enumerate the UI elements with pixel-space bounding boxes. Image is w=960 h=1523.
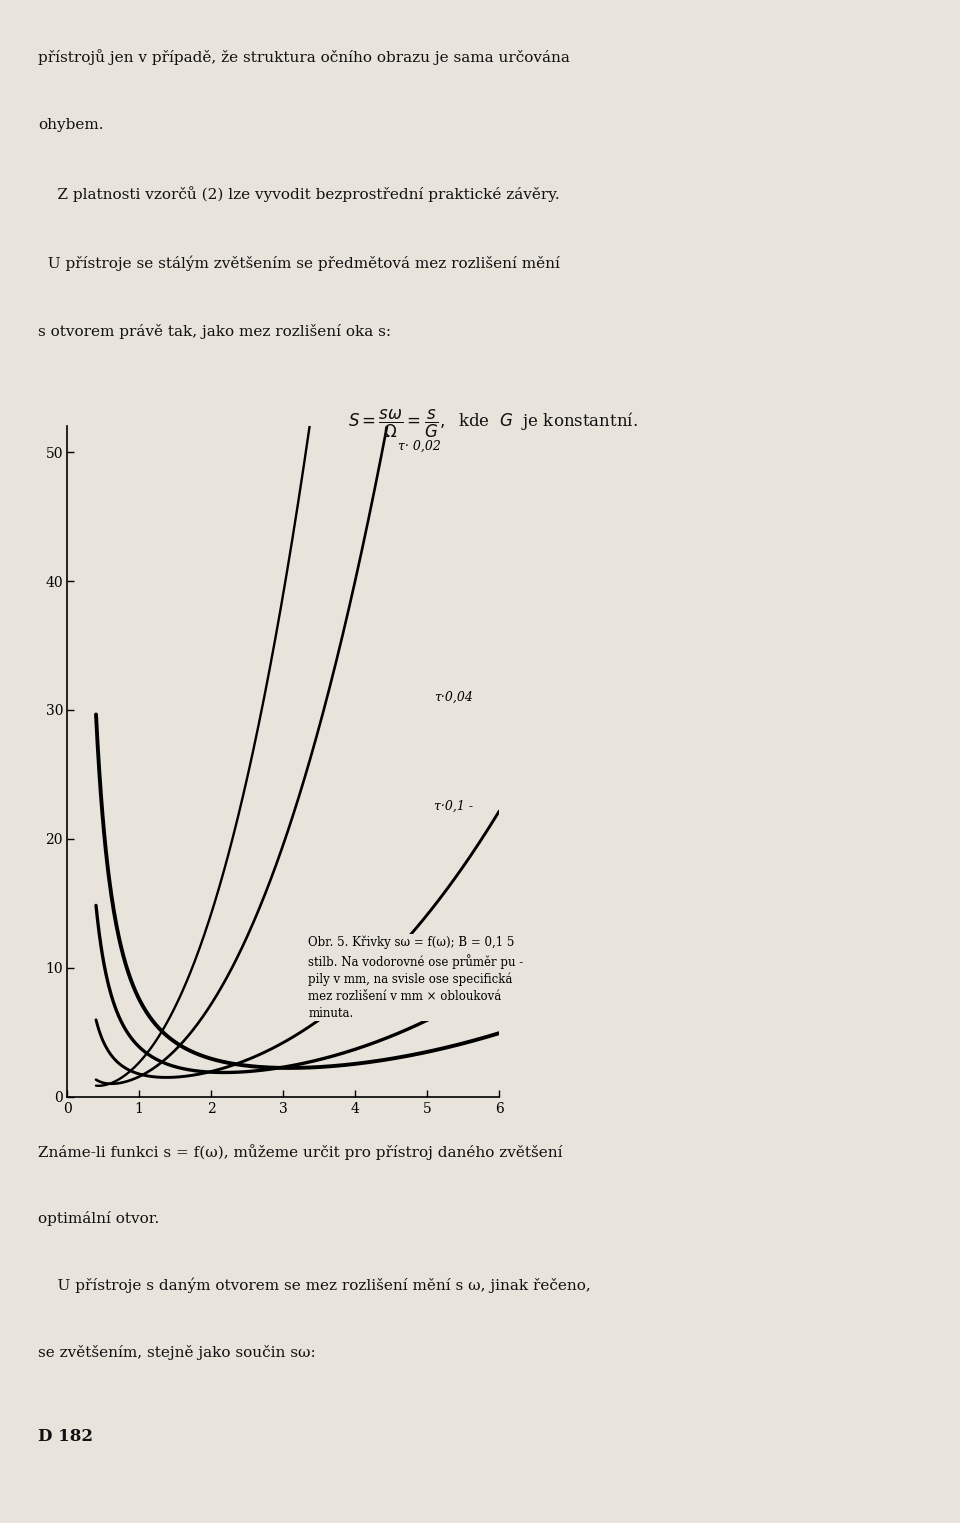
- Text: přístrojů jen v případě, že struktura očního obrazu je sama určována: přístrojů jen v případě, že struktura oč…: [38, 50, 570, 65]
- Text: ohybem.: ohybem.: [38, 119, 104, 133]
- Text: τ·0,04: τ·0,04: [434, 690, 473, 704]
- Text: s otvorem právě tak, jako mez rozlišení oka s:: s otvorem právě tak, jako mez rozlišení …: [38, 324, 392, 338]
- Text: τ·1: τ·1: [417, 990, 435, 1002]
- Text: Obr. 5. Křivky sω = f(ω); B = 0,1 5
stilb. Na vodorovné ose průměr pu -
pily v m: Obr. 5. Křivky sω = f(ω); B = 0,1 5 stil…: [308, 935, 523, 1020]
- Text: τ· 0,02: τ· 0,02: [398, 439, 442, 452]
- Text: τ·0,5: τ·0,5: [417, 955, 447, 967]
- Text: U přístroje se stálým zvětšením se předmětová mez rozlišení mění: U přístroje se stálým zvětšením se předm…: [38, 256, 561, 271]
- Text: τ·0,1 -: τ·0,1 -: [434, 800, 473, 813]
- Text: Známe-li funkci s = f(ω), můžeme určit pro přístroj daného zvětšení: Známe-li funkci s = f(ω), můžeme určit p…: [38, 1144, 563, 1159]
- Text: $S = \dfrac{s\omega}{\Omega} = \dfrac{s}{G},$  kde  $G$  je konstantní.: $S = \dfrac{s\omega}{\Omega} = \dfrac{s}…: [348, 407, 637, 440]
- Text: optimální otvor.: optimální otvor.: [38, 1211, 159, 1226]
- Text: U přístroje s daným otvorem se mez rozlišení mění s ω, jinak řečeno,: U přístroje s daným otvorem se mez rozli…: [38, 1278, 591, 1293]
- Text: se zvětšením, stejně jako součin sω:: se zvětšením, stejně jako součin sω:: [38, 1345, 316, 1360]
- Text: Z platnosti vzorčů (2) lze vyvodit bezprostřední praktické závěry.: Z platnosti vzorčů (2) lze vyvodit bezpr…: [38, 187, 560, 203]
- Text: D 182: D 182: [38, 1429, 93, 1445]
